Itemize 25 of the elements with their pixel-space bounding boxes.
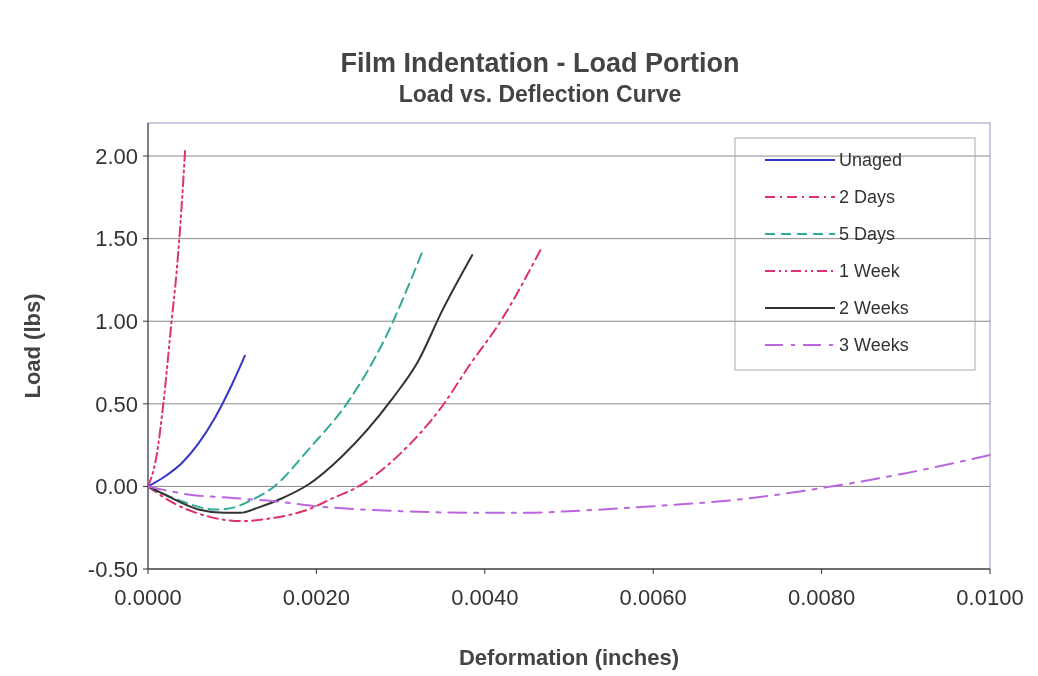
x-tick-label: 0.0060 (619, 585, 687, 610)
line-series (148, 150, 187, 488)
legend-label: Unaged (839, 150, 903, 171)
x-axis-title: Deformation (inches) (458, 645, 680, 670)
y-axis-title: Load (lbs) (20, 293, 45, 399)
x-tick-label: 0.0040 (451, 585, 519, 610)
chart-subtitle: Load vs. Deflection Curve (398, 81, 682, 107)
y-tick-label: 1.00 (95, 308, 138, 334)
y-tick-label: -0.50 (87, 556, 138, 582)
x-tick-label: 0.0080 (787, 585, 856, 610)
y-tick-label: 1.50 (95, 226, 138, 252)
legend-label: 2 Days (839, 187, 896, 208)
y-tick-label: 0.50 (95, 391, 138, 417)
x-tick-label: 0.0020 (282, 585, 351, 610)
line-series (148, 354, 246, 488)
y-tick-label: 0.00 (95, 474, 138, 500)
legend-label: 3 Weeks (839, 335, 909, 356)
line-series (148, 454, 990, 514)
legend-label: 1 Week (839, 261, 901, 282)
x-tick-label: 0.0100 (956, 585, 1024, 610)
x-tick-label: 0.0000 (114, 585, 182, 610)
legend-label: 5 Days (839, 224, 896, 245)
y-tick-label: 2.00 (95, 143, 138, 169)
chart-title: Film Indentation - Load Portion (340, 48, 740, 78)
legend-label: 2 Weeks (839, 298, 909, 319)
